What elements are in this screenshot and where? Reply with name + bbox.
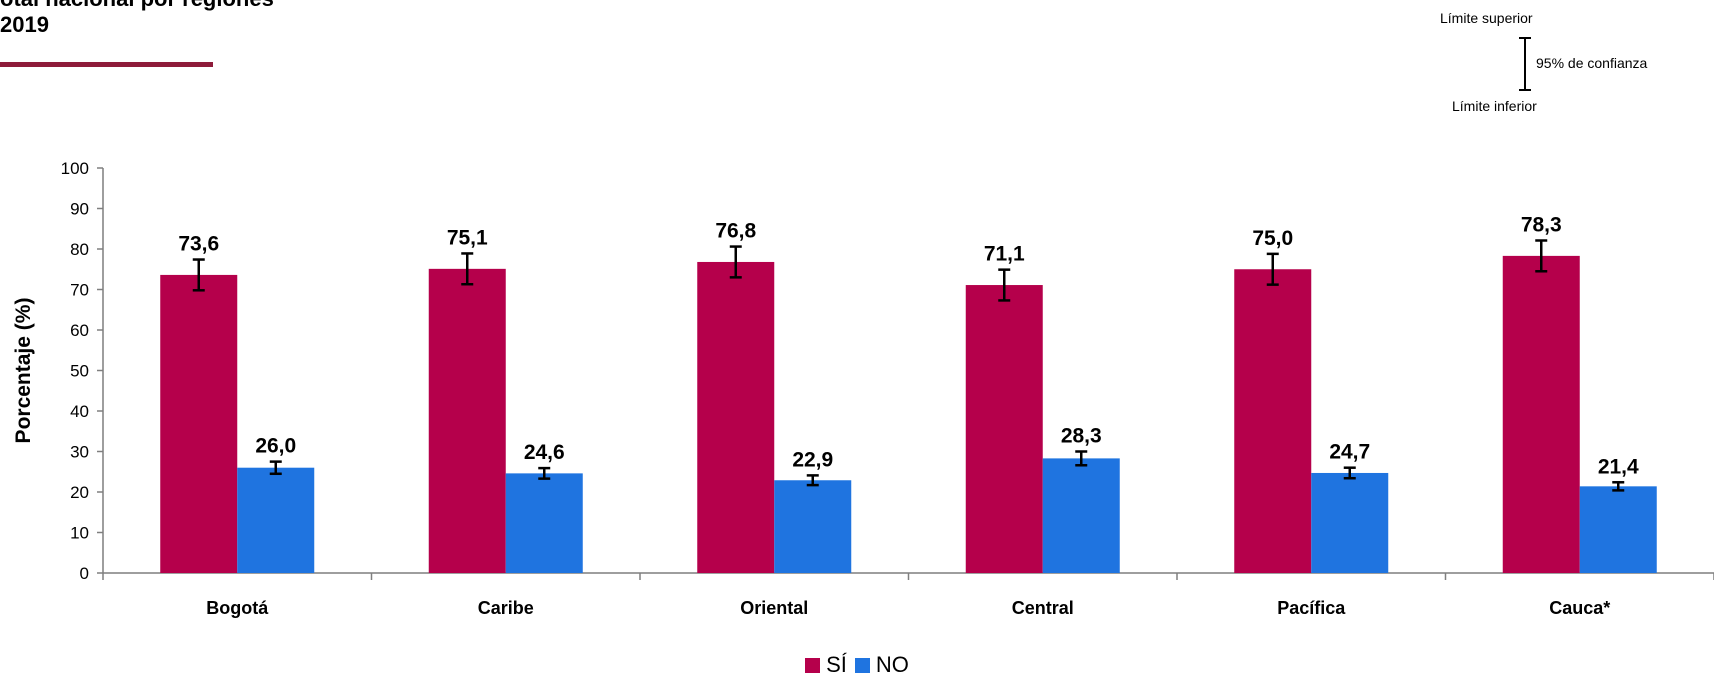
legend-swatch-no [854, 657, 870, 673]
title-line-2: 2019 [0, 12, 49, 37]
bar-si [428, 268, 506, 573]
y-tick-label: 50 [70, 362, 89, 381]
chart-legend: SÍ NO [0, 652, 1714, 678]
confidence-interval-legend: Límite superior 95% de confianza Límite … [1440, 8, 1714, 120]
data-label: 71,1 [984, 243, 1025, 266]
data-label: 28,3 [1061, 425, 1102, 448]
y-axis-title: Porcentaje (%) [12, 298, 35, 444]
bar-no [505, 473, 583, 573]
ci-confidence-label: 95% de confianza [1536, 55, 1648, 71]
data-label: 76,8 [715, 220, 756, 243]
y-tick-label: 40 [70, 402, 89, 421]
data-label: 24,6 [524, 441, 565, 464]
bar-si [965, 285, 1043, 573]
x-tick-label: Oriental [740, 598, 808, 618]
bar-chart: 0 10 20 30 40 50 60 70 80 90 100 Porcentaje (%) Bogo… [12, 159, 1714, 618]
legend-item-no: NO [854, 652, 909, 678]
data-label: 73,6 [178, 233, 219, 256]
data-label: 26,0 [255, 435, 296, 458]
legend-swatch-si [805, 657, 821, 673]
y-tick-label: 80 [70, 240, 89, 259]
legend-label-si: SÍ [826, 652, 847, 677]
bar-no [1579, 486, 1657, 573]
bar-no [237, 467, 315, 573]
data-label: 22,9 [792, 448, 833, 471]
bar-no [774, 480, 852, 573]
error-bar-icon [1519, 37, 1531, 91]
legend-item-si: SÍ [805, 652, 847, 678]
chart-title: otal nacional por regiones 2019 [0, 0, 274, 38]
bar-no [1311, 472, 1389, 573]
data-label: 75,1 [447, 226, 488, 249]
y-tick-label: 30 [70, 443, 89, 462]
x-tick-label: Bogotá [206, 598, 269, 618]
ci-upper-label: Límite superior [1440, 10, 1533, 26]
title-underline [0, 62, 213, 67]
x-tick-label: Pacífica [1277, 598, 1346, 618]
x-tick-label: Caribe [478, 598, 534, 618]
data-label: 21,4 [1598, 455, 1639, 478]
y-tick-label: 100 [61, 159, 89, 178]
title-line-1: otal nacional por regiones [0, 0, 274, 12]
y-tick-label: 10 [70, 524, 89, 543]
x-tick-label: Central [1012, 598, 1074, 618]
y-tick-label: 90 [70, 200, 89, 219]
bar-si [697, 261, 775, 573]
ci-lower-label: Límite inferior [1452, 98, 1537, 114]
y-tick-label: 70 [70, 281, 89, 300]
legend-label-no: NO [875, 652, 909, 677]
y-tick-label: 0 [80, 564, 89, 583]
y-tick-label: 60 [70, 321, 89, 340]
bar-no [1042, 458, 1120, 573]
y-tick-label: 20 [70, 483, 89, 502]
x-tick-label: Cauca* [1549, 598, 1610, 618]
data-label: 24,7 [1329, 441, 1370, 464]
bar-si [160, 274, 238, 573]
bar-si [1234, 269, 1312, 573]
data-label: 78,3 [1521, 213, 1562, 236]
data-label: 75,0 [1252, 227, 1293, 250]
bar-si [1502, 255, 1580, 573]
